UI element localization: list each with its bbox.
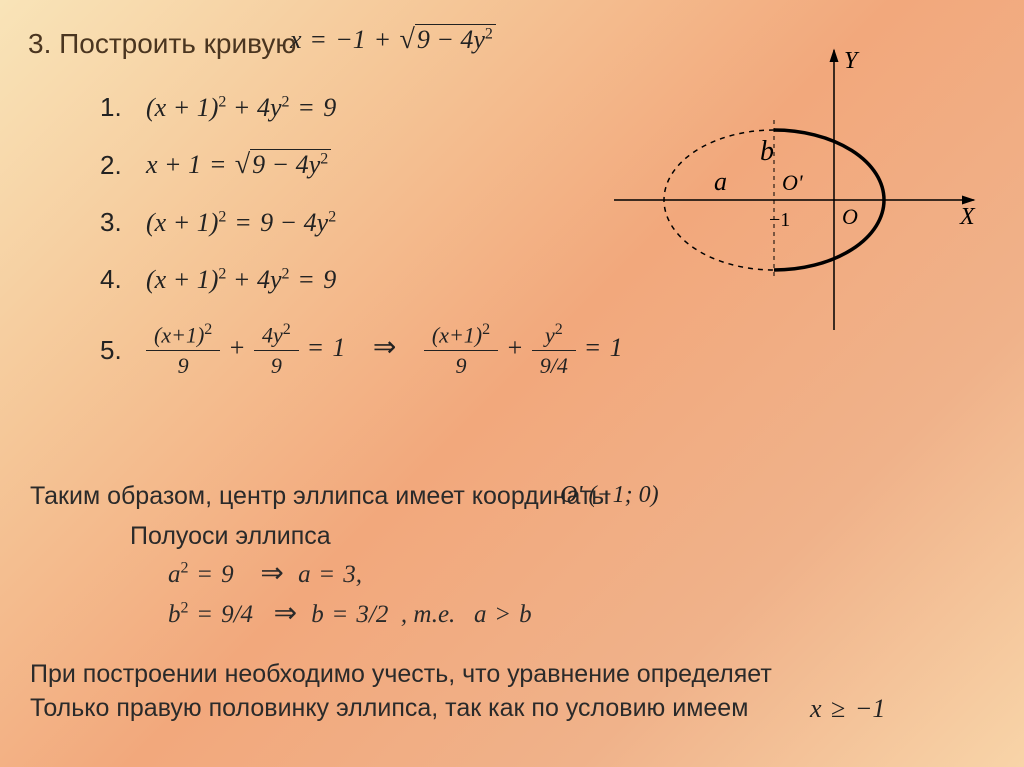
step-4: 4. (x + 1)2 + 4y2 = 9 <box>100 264 623 295</box>
title-equation: x = −1 + 9 − 4y2 <box>290 24 496 56</box>
step-2: 2. x + 1 = 9 − 4y2 <box>100 149 623 181</box>
step-equation: (x+1)29 + 4y29 = 1 ⇒ (x+1)29 + y29/4 = 1 <box>146 321 623 379</box>
note-line-2: Только правую половинку эллипса, так как… <box>30 694 748 723</box>
step-3: 3. (x + 1)2 = 9 − 4y2 <box>100 207 623 238</box>
step-number: 1. <box>100 92 128 123</box>
semi-axis-b: b2 = 9/4 ⇒ b = 3/2 , т.е. a > b <box>168 596 532 630</box>
step-equation: (x + 1)2 + 4y2 = 9 <box>146 265 336 295</box>
step-5: 5. (x+1)29 + 4y29 = 1 ⇒ (x+1)29 + y29/4 … <box>100 321 623 379</box>
steps-list: 1. (x + 1)2 + 4y2 = 9 2. x + 1 = 9 − 4y2… <box>100 92 623 405</box>
axis-x-label: X <box>959 204 976 230</box>
center-coordinates: O' (−1; 0) <box>560 482 659 509</box>
step-equation: x + 1 = 9 − 4y2 <box>146 149 331 181</box>
ellipse-graph: Y X O O' −1 a b <box>604 40 984 340</box>
step-number: 2. <box>100 150 128 181</box>
conclusion-center: Таким образом, центр эллипса имеет коорд… <box>30 482 609 511</box>
axis-y-label: Y <box>844 48 860 74</box>
step-number: 5. <box>100 335 128 366</box>
oprime-label: O' <box>782 170 803 195</box>
b-label: b <box>760 136 774 167</box>
semi-axis-a: a2 = 9 ⇒ a = 3, <box>168 556 362 590</box>
condition: x ≥ −1 <box>810 694 885 724</box>
step-equation: (x + 1)2 + 4y2 = 9 <box>146 93 336 123</box>
note-line-1: При построении необходимо учесть, что ур… <box>30 660 772 689</box>
conclusion-semiaxes: Полуоси эллипса <box>130 522 331 551</box>
minus1-label: −1 <box>769 209 790 231</box>
step-number: 4. <box>100 264 128 295</box>
a-label: a <box>714 167 727 196</box>
origin-label: O <box>842 204 858 229</box>
step-number: 3. <box>100 207 128 238</box>
step-1: 1. (x + 1)2 + 4y2 = 9 <box>100 92 623 123</box>
problem-title: 3. Построить кривую <box>28 28 296 60</box>
step-equation: (x + 1)2 = 9 − 4y2 <box>146 208 336 238</box>
